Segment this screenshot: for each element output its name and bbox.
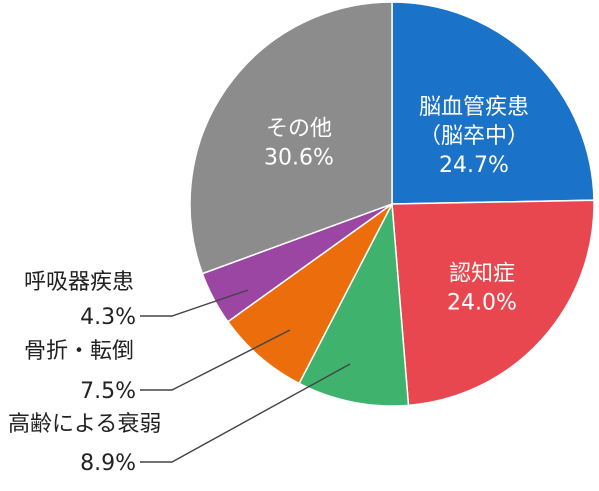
slice-name-label-3: 骨折・転倒 — [24, 339, 134, 364]
pie-slice-2 — [298, 201, 410, 407]
slice-value-label-2: 8.9% — [80, 451, 136, 476]
slice-value-label-4: 4.3% — [80, 305, 136, 330]
pie-slices — [189, 1, 595, 407]
slice-value-label-1: 24.0% — [447, 291, 517, 316]
slice-name-label-0: 脳血管疾患 — [419, 95, 529, 120]
slice-name-label-0: （脳卒中） — [419, 124, 529, 149]
slice-value-label-0: 24.7% — [439, 153, 509, 178]
leader-line-3 — [140, 329, 291, 391]
slice-name-label-5: その他 — [266, 117, 332, 142]
pie-slice-1 — [391, 199, 595, 407]
leader-line-2 — [140, 363, 351, 463]
pie-slice-3 — [226, 203, 393, 385]
slice-name-label-1: 認知症 — [449, 262, 515, 287]
slice-value-label-3: 7.5% — [80, 379, 136, 404]
slice-name-label-2: 高齢による衰弱 — [8, 412, 161, 437]
slice-name-label-4: 呼吸器疾患 — [24, 270, 134, 295]
slice-value-label-5: 30.6% — [264, 146, 334, 171]
pie-slice-5 — [189, 1, 393, 275]
slice-labels: 脳血管疾患 （脳卒中） 24.7% 認知症 24.0% 高齢による衰弱 8.9% 骨折・転倒 7… — [8, 95, 529, 476]
leader-line-4 — [140, 289, 249, 317]
pie-slice-0 — [391, 1, 595, 205]
